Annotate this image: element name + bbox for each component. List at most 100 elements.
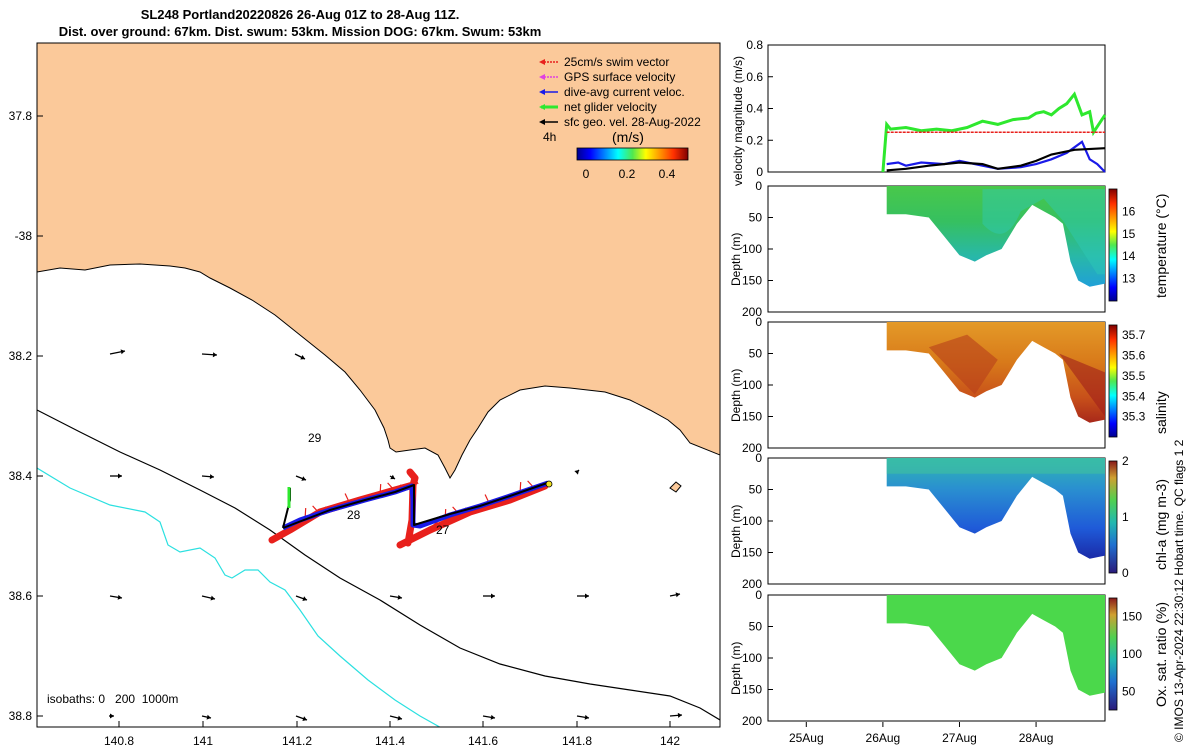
geo-velocity-arrowhead xyxy=(110,713,114,719)
geo-velocity-arrowhead xyxy=(300,354,305,360)
depth-tick-label: 0 xyxy=(755,588,762,602)
depth-ylabel: Depth (m) xyxy=(729,233,743,286)
colorbar-tick-label: 150 xyxy=(1122,610,1142,624)
map-lat-tick-label: 38.8 xyxy=(9,709,33,723)
depth-tick-label: 50 xyxy=(749,483,763,497)
velocity-ytick-label: 0.8 xyxy=(746,38,763,52)
depth-ylabel: Depth (m) xyxy=(729,642,743,695)
velocity-series xyxy=(881,91,1107,173)
section-colorbar xyxy=(1108,324,1118,438)
map-lon-tick-label: 140.8 xyxy=(104,734,134,748)
legend-label-0: 25cm/s swim vector xyxy=(564,55,669,69)
colorbar-tick-label: 15 xyxy=(1122,227,1136,241)
title-line-1: SL248 Portland20220826 26-Aug 01Z to 28-… xyxy=(140,7,460,22)
depth-tick-label: 50 xyxy=(749,211,763,225)
time-tick-label: 28Aug xyxy=(1019,731,1054,745)
time-tick-label: 25Aug xyxy=(789,731,824,745)
geo-velocity-arrowhead xyxy=(301,476,306,481)
colorbar-tick-label: 35.7 xyxy=(1122,328,1146,342)
colorbar-label: chl-a (mg m-3) xyxy=(1153,479,1169,570)
colorbar-tick-label: 16 xyxy=(1122,204,1136,218)
colorbar-tick-label: 35.3 xyxy=(1122,410,1146,424)
colorbar-tick-label: 1 xyxy=(1122,510,1129,524)
map-lat-tick-label: -38 xyxy=(15,229,33,243)
section-panel-3: 0 50 100 150 200 Depth (m) 0 1 2 chl-a (mg m-3) xyxy=(729,451,1169,591)
legend-label-2: dive-avg current veloc. xyxy=(564,85,685,99)
velocity-panel: 0 0.2 0.4 0.6 0.8 velocity magnitude (m/s) xyxy=(731,38,1107,186)
depth-tick-label: 200 xyxy=(742,441,762,455)
colorbar-tick-label: 35.6 xyxy=(1122,349,1146,363)
section-colorbar xyxy=(1108,460,1118,574)
day-label-27: 27 xyxy=(436,523,450,537)
colorbar-tick-0: 0 xyxy=(583,167,590,181)
map-lat-tick-label: 38.6 xyxy=(9,589,33,603)
section-data-field xyxy=(886,595,1105,696)
geo-velocity-arrowhead xyxy=(210,595,215,601)
legend-label-1: GPS surface velocity xyxy=(564,70,675,84)
depth-tick-label: 150 xyxy=(742,410,762,424)
legend-label-3: net glider velocity xyxy=(564,100,657,114)
map-lon-tick-label: 142 xyxy=(660,734,680,748)
depth-ylabel: Depth (m) xyxy=(729,369,743,422)
colorbar-tick-label: 13 xyxy=(1122,272,1136,286)
glider-track xyxy=(268,468,553,549)
depth-tick-label: 50 xyxy=(749,347,763,361)
geo-velocity-arrowhead xyxy=(302,596,307,601)
geo-velocity-arrowhead xyxy=(584,714,589,720)
velocity-ytick-label: 0.4 xyxy=(746,102,763,116)
geo-velocity-arrowhead xyxy=(302,716,307,721)
day-label-29: 29 xyxy=(308,431,322,445)
isobath-200m xyxy=(37,409,720,721)
colorbar-tick-1: 0.2 xyxy=(619,167,636,181)
credit-text: © IMOS 13-Apr-2024 22:30:12 Hobart time.… xyxy=(1172,439,1186,742)
legend-arrowhead-1 xyxy=(539,74,545,80)
colorbar-duration: 4h xyxy=(543,130,556,144)
legend-label-4: sfc geo. vel. 28-Aug-2022 xyxy=(564,115,701,129)
colorbar-label: Ox. sat. ratio (%) xyxy=(1153,602,1169,707)
section-shading xyxy=(982,189,1105,275)
geo-velocity-arrowhead xyxy=(397,715,402,721)
geo-velocity-arrowhead xyxy=(675,592,680,598)
depth-tick-label: 0 xyxy=(755,179,762,193)
section-shading xyxy=(886,458,1105,474)
geostrophic-velocity-arrows xyxy=(109,349,683,721)
geo-velocity-arrowhead xyxy=(212,352,217,358)
map-lon-tick-label: 141.8 xyxy=(562,734,592,748)
chart-title: SL248 Portland20220826 26-Aug 01Z to 28-… xyxy=(0,6,600,40)
speed-colorbar xyxy=(576,147,689,161)
velocity-axes-frame xyxy=(767,44,1106,173)
credit-line: © IMOS 13-Apr-2024 22:30:12 Hobart time. xyxy=(1172,510,1186,742)
map-frame xyxy=(36,42,721,728)
depth-tick-label: 50 xyxy=(749,620,763,634)
map-lon-tick-label: 141.6 xyxy=(468,734,498,748)
colorbar-tick-label: 2 xyxy=(1122,454,1129,468)
colorbar-tick-label: 50 xyxy=(1122,684,1136,698)
title-line-2: Dist. over ground: 67km. Dist. swum: 53k… xyxy=(58,24,542,39)
legend-arrowhead-0 xyxy=(539,59,545,65)
island xyxy=(669,481,682,493)
map-latitude-ticks: 37.8 -38 38.2 38.4 38.6 38.8 xyxy=(9,109,43,723)
section-data-field xyxy=(886,186,1105,287)
colorbar-label: salinity xyxy=(1153,391,1169,434)
depth-tick-label: 100 xyxy=(742,651,762,665)
time-tick-label: 26Aug xyxy=(866,731,901,745)
velocity-ytick-label: 0.6 xyxy=(746,70,763,84)
depth-tick-label: 100 xyxy=(742,514,762,528)
velocity-series-0 xyxy=(881,91,1107,173)
map-lat-tick-label: 37.8 xyxy=(9,109,33,123)
swim-vector xyxy=(412,473,419,485)
geo-velocity-arrowhead xyxy=(209,474,214,480)
legend-arrowhead-2 xyxy=(539,89,545,95)
qc-flags: QC flags 1 2 xyxy=(1172,439,1186,506)
colorbar-tick-label: 35.5 xyxy=(1122,369,1146,383)
legend-arrowhead-4 xyxy=(539,119,545,125)
velocity-ytick-label: 0.2 xyxy=(746,133,763,147)
map-lon-tick-label: 141.2 xyxy=(282,734,312,748)
depth-tick-label: 200 xyxy=(742,305,762,319)
depth-tick-label: 150 xyxy=(742,683,762,697)
geo-velocity-arrowhead xyxy=(677,712,682,718)
section-panel-1: 0 50 100 150 200 Depth (m) 13 14 15 16 temperature… xyxy=(729,179,1169,319)
geo-velocity-arrowhead xyxy=(490,714,495,720)
